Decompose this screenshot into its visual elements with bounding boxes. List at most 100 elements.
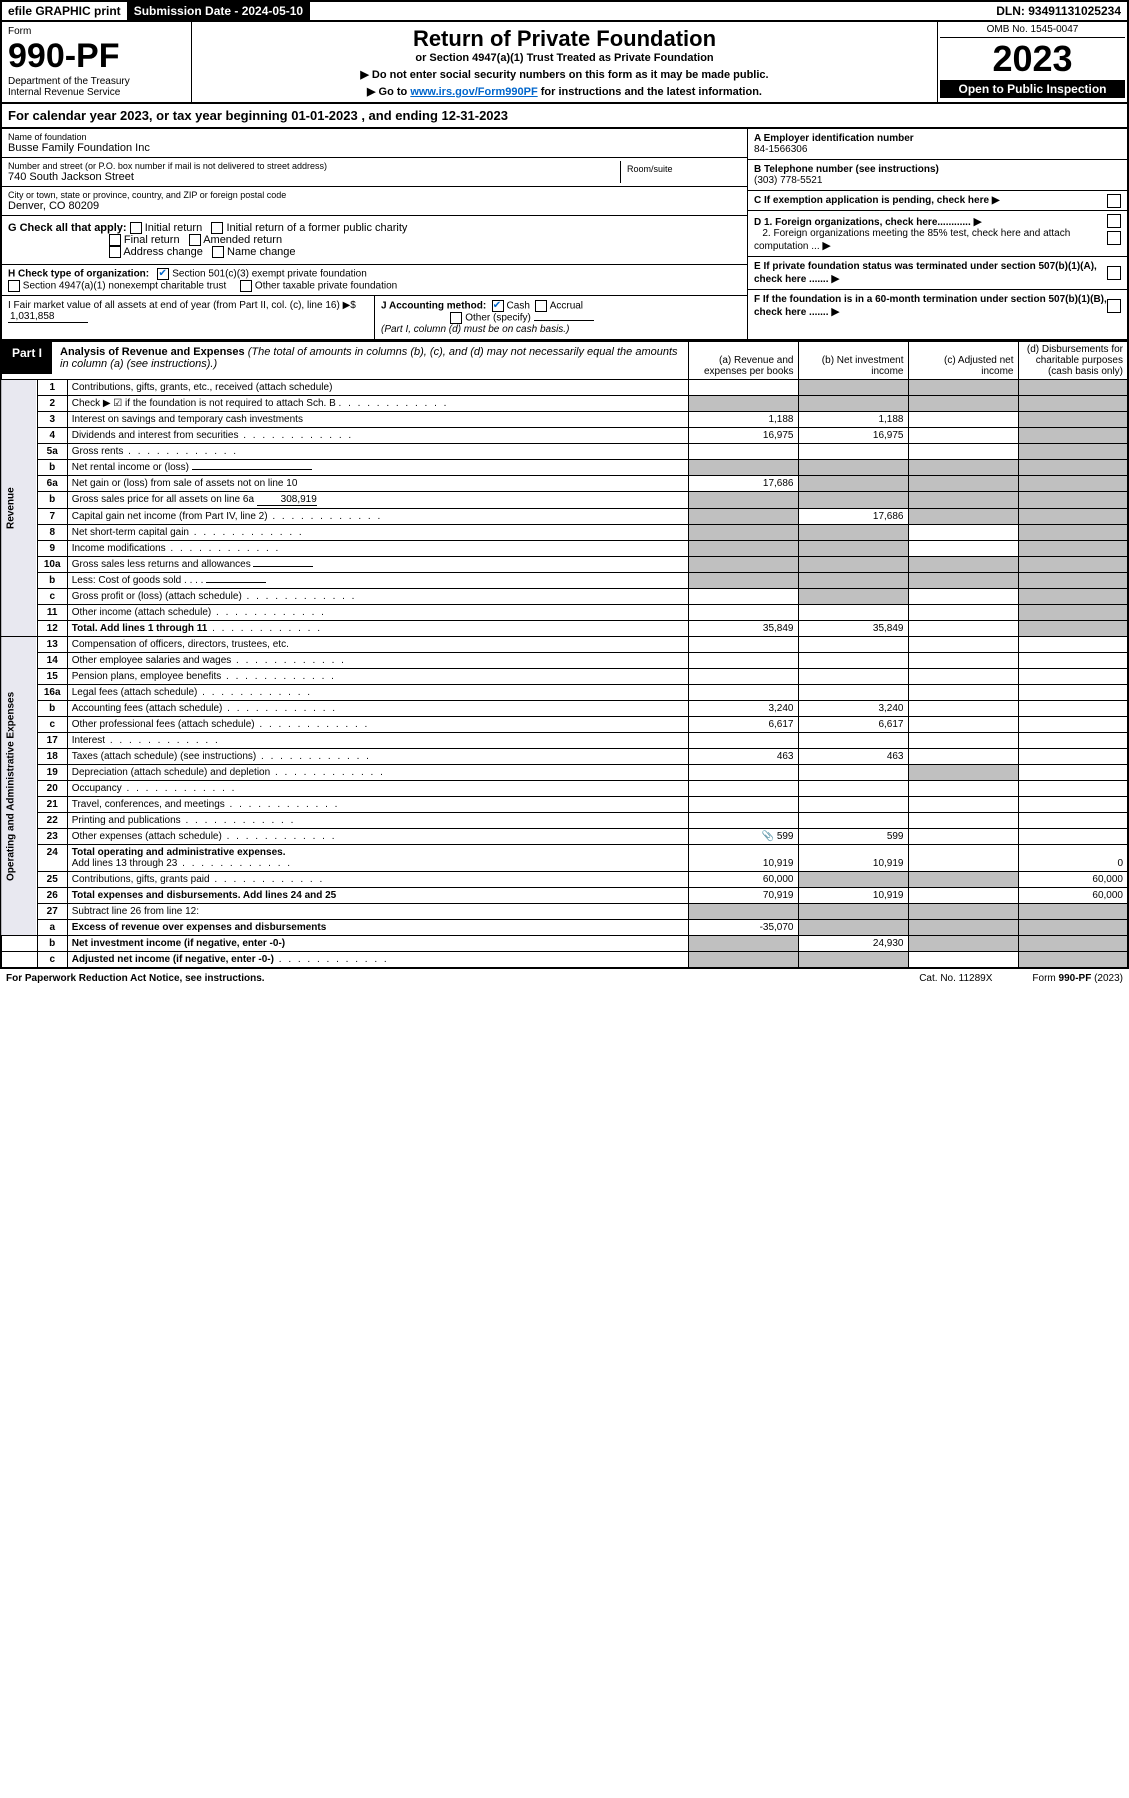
cell-val: 3,240	[688, 701, 798, 717]
checkbox-accrual[interactable]	[535, 300, 547, 312]
row-desc: Net short-term capital gain	[67, 525, 688, 541]
checkbox-d2[interactable]	[1107, 231, 1121, 245]
form-header: Form 990-PF Department of the Treasury I…	[0, 22, 1129, 104]
open-public: Open to Public Inspection	[940, 80, 1125, 98]
row-desc: Travel, conferences, and meetings	[67, 797, 688, 813]
city-label: City or town, state or province, country…	[8, 190, 741, 200]
dln: DLN: 93491131025234	[990, 2, 1127, 20]
row-desc: Gross profit or (loss) (attach schedule)	[67, 589, 688, 605]
checkbox-cash[interactable]	[492, 300, 504, 312]
cell-val: 6,617	[798, 717, 908, 733]
cell-val: 35,849	[798, 621, 908, 637]
d2-text: 2. Foreign organizations meeting the 85%…	[754, 228, 1070, 252]
checkbox-4947[interactable]	[8, 280, 20, 292]
cell-val: 10,919	[688, 845, 798, 872]
part1-table: Part I Analysis of Revenue and Expenses …	[0, 341, 1129, 969]
j-note: (Part I, column (d) must be on cash basi…	[381, 324, 569, 335]
i-value: 1,031,858	[8, 311, 88, 323]
checkbox-501c3[interactable]	[157, 268, 169, 280]
submission-date: Submission Date - 2024-05-10	[128, 2, 310, 20]
opt-name: Name change	[227, 246, 296, 258]
f-text: F If the foundation is in a 60-month ter…	[754, 294, 1107, 318]
opt-amended: Amended return	[203, 234, 282, 246]
cell-val: 24,930	[798, 936, 908, 952]
checkbox-d1[interactable]	[1107, 214, 1121, 228]
part1-title-text: Analysis of Revenue and Expenses	[60, 346, 245, 358]
checkbox-amended[interactable]	[189, 234, 201, 246]
page-footer: For Paperwork Reduction Act Notice, see …	[0, 969, 1129, 988]
box-f: F If the foundation is in a 60-month ter…	[748, 290, 1127, 322]
row-desc: Net rental income or (loss)	[67, 460, 688, 476]
g-label: G Check all that apply:	[8, 222, 127, 234]
d1-text: D 1. Foreign organizations, check here..…	[754, 217, 971, 228]
cell-val: 60,000	[688, 872, 798, 888]
row-desc: Total operating and administrative expen…	[67, 845, 688, 872]
checkbox-name[interactable]	[212, 246, 224, 258]
cell-val: 70,919	[688, 888, 798, 904]
row-desc: Contributions, gifts, grants paid	[67, 872, 688, 888]
opt-initial: Initial return	[145, 222, 202, 234]
cell-val: 463	[688, 749, 798, 765]
row-desc: Gross sales less returns and allowances	[67, 557, 688, 573]
row-desc: Occupancy	[67, 781, 688, 797]
ein-val: 84-1566306	[754, 144, 807, 155]
opt-other-tax: Other taxable private foundation	[255, 281, 397, 292]
row-desc: Income modifications	[67, 541, 688, 557]
cell-val: 463	[798, 749, 908, 765]
row-desc: Printing and publications	[67, 813, 688, 829]
info-left: Name of foundation Busse Family Foundati…	[2, 129, 747, 339]
city-val: Denver, CO 80209	[8, 200, 741, 212]
col-d-header: (d) Disbursements for charitable purpose…	[1018, 342, 1128, 380]
cell-val: 16,975	[688, 428, 798, 444]
row-desc: Depreciation (attach schedule) and deple…	[67, 765, 688, 781]
opt-accrual: Accrual	[550, 301, 583, 312]
box-e: E If private foundation status was termi…	[748, 257, 1127, 290]
col-b-header: (b) Net investment income	[798, 342, 908, 380]
row-desc: Net gain or (loss) from sale of assets n…	[67, 476, 688, 492]
checkbox-c[interactable]	[1107, 194, 1121, 208]
cell-val: 599	[798, 829, 908, 845]
name-label: Name of foundation	[8, 132, 741, 142]
inst2-post: for instructions and the latest informat…	[538, 86, 762, 98]
row-num: 1	[37, 380, 67, 396]
cell-val: 1,188	[798, 412, 908, 428]
efile-label: efile GRAPHIC print	[2, 2, 128, 20]
tel-cell: B Telephone number (see instructions) (3…	[748, 160, 1127, 191]
checkbox-f[interactable]	[1107, 299, 1121, 313]
form-ref: Form 990-PF (2023)	[1032, 973, 1123, 984]
j-label: J Accounting method:	[381, 301, 486, 312]
tel-label: B Telephone number (see instructions)	[754, 164, 939, 175]
checkbox-address[interactable]	[109, 246, 121, 258]
checkbox-initial-return[interactable]	[130, 222, 142, 234]
checkbox-other-tax[interactable]	[240, 280, 252, 292]
city-cell: City or town, state or province, country…	[2, 187, 747, 216]
row-desc: Check ▶ ☑ if the foundation is not requi…	[67, 396, 688, 412]
form-title: Return of Private Foundation	[200, 26, 929, 52]
addr-label: Number and street (or P.O. box number if…	[8, 161, 620, 171]
e-text: E If private foundation status was termi…	[754, 261, 1097, 285]
part1-title: Analysis of Revenue and Expenses (The to…	[52, 342, 687, 374]
row-desc: Total expenses and disbursements. Add li…	[67, 888, 688, 904]
opt-address: Address change	[123, 246, 203, 258]
irs-link[interactable]: www.irs.gov/Form990PF	[410, 86, 537, 98]
opt-cash: Cash	[507, 301, 530, 312]
checkbox-final[interactable]	[109, 234, 121, 246]
cat-number: Cat. No. 11289X	[919, 973, 992, 984]
room-label: Room/suite	[627, 164, 735, 174]
row-desc: Accounting fees (attach schedule)	[67, 701, 688, 717]
c-text: C If exemption application is pending, c…	[754, 195, 1000, 206]
checkbox-other-acct[interactable]	[450, 312, 462, 324]
checkbox-initial-public[interactable]	[211, 222, 223, 234]
header-center: Return of Private Foundation or Section …	[192, 22, 937, 102]
irs-label: Internal Revenue Service	[8, 87, 185, 98]
address-cell: Number and street (or P.O. box number if…	[2, 158, 747, 187]
row-desc: Interest	[67, 733, 688, 749]
col-c-header: (c) Adjusted net income	[908, 342, 1018, 380]
cell-val: 0	[1018, 845, 1128, 872]
info-right: A Employer identification number 84-1566…	[747, 129, 1127, 339]
form-number: 990-PF	[8, 37, 185, 76]
top-bar: efile GRAPHIC print Submission Date - 20…	[0, 0, 1129, 22]
checkbox-e[interactable]	[1107, 266, 1121, 280]
opt-final: Final return	[124, 234, 180, 246]
cell-val: 60,000	[1018, 872, 1128, 888]
